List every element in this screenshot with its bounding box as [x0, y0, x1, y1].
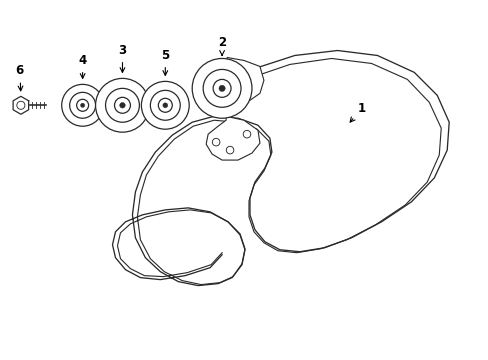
- Polygon shape: [13, 96, 29, 114]
- Circle shape: [120, 103, 125, 108]
- Polygon shape: [206, 116, 260, 160]
- Circle shape: [150, 90, 180, 120]
- Text: 4: 4: [79, 54, 86, 78]
- Text: 3: 3: [118, 44, 126, 72]
- Text: 1: 1: [349, 102, 365, 122]
- Circle shape: [114, 97, 130, 113]
- Circle shape: [105, 88, 139, 122]
- Circle shape: [69, 92, 95, 118]
- Text: 6: 6: [16, 64, 24, 91]
- Circle shape: [81, 103, 84, 107]
- Circle shape: [163, 103, 167, 108]
- Text: 5: 5: [161, 49, 169, 75]
- Circle shape: [219, 85, 225, 91]
- Circle shape: [226, 146, 233, 154]
- Circle shape: [141, 81, 189, 129]
- Circle shape: [61, 84, 103, 126]
- Circle shape: [203, 69, 241, 107]
- Circle shape: [95, 78, 149, 132]
- Circle shape: [212, 138, 220, 146]
- Circle shape: [158, 98, 172, 112]
- Circle shape: [192, 58, 251, 118]
- Circle shape: [243, 130, 250, 138]
- Circle shape: [77, 99, 88, 111]
- Text: 2: 2: [218, 36, 225, 55]
- Polygon shape: [226, 58, 264, 113]
- Circle shape: [213, 80, 230, 97]
